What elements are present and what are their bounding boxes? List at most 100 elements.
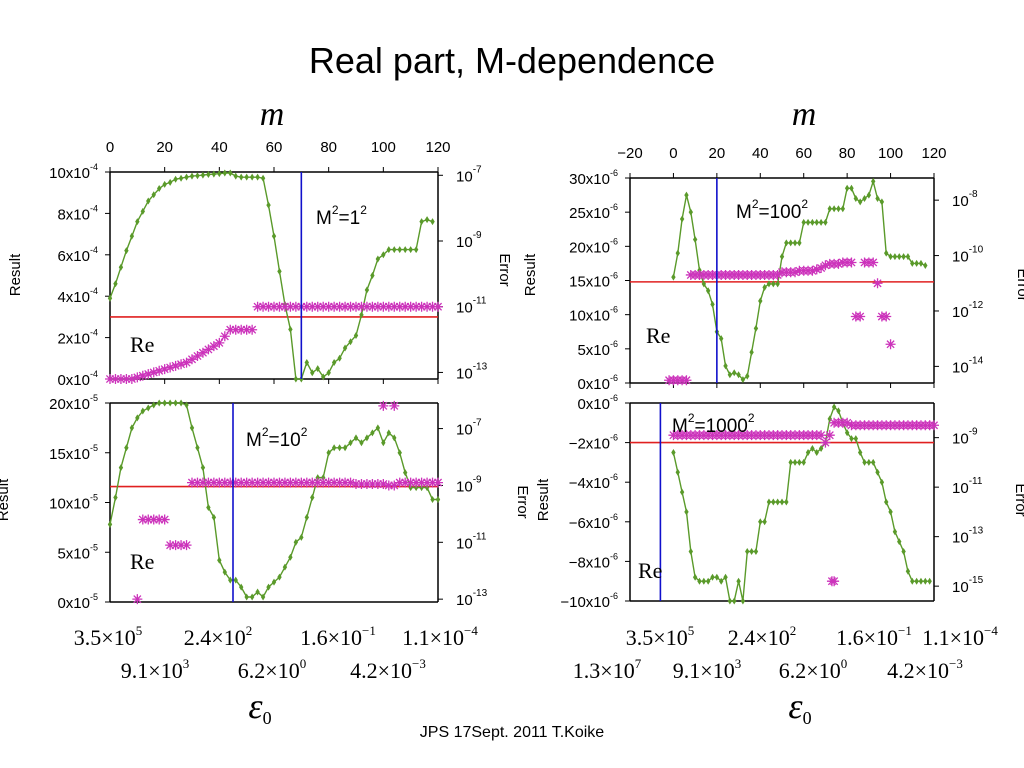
result-point: [692, 573, 698, 581]
error-point: [143, 514, 154, 525]
result-point: [784, 239, 789, 247]
error-point: [872, 278, 883, 289]
error-point: [383, 480, 394, 491]
result-point: [408, 246, 413, 254]
result-point: [697, 577, 702, 585]
result-point: [710, 300, 715, 308]
result-point: [801, 218, 806, 226]
error-point: [323, 301, 334, 312]
chart-panel-bl: Result Error M2=102 Re: [0, 399, 531, 605]
result-point: [688, 548, 693, 555]
result-point: [719, 577, 724, 585]
epsilon-value: 3.5×105: [626, 623, 694, 650]
result-point: [364, 286, 370, 294]
result-point: [124, 444, 129, 452]
y-tick-label: 5x10-6: [577, 339, 618, 359]
result-point: [801, 458, 806, 466]
error-point: [340, 301, 351, 312]
result-point: [200, 171, 206, 179]
error-point: [400, 477, 411, 488]
result-point: [897, 253, 902, 261]
result-point: [118, 263, 124, 271]
error-point: [816, 430, 827, 441]
error-point: [241, 324, 252, 335]
error-point: [351, 301, 361, 312]
result-point: [688, 208, 693, 216]
result-point: [719, 335, 724, 343]
result-point: [113, 494, 118, 502]
result-point: [107, 520, 113, 528]
y2-tick-label: 10-11: [456, 531, 487, 552]
x-tick-label: 60: [795, 145, 812, 162]
result-point: [918, 577, 924, 585]
y-tick-label: −10x10-6: [560, 591, 618, 611]
result-point: [892, 253, 898, 261]
result-point: [762, 518, 767, 526]
y2-tick-label: 10-13: [456, 588, 488, 609]
result-series-line: [109, 172, 433, 380]
result-point: [135, 218, 140, 226]
epsilon-axis-label: ε0: [788, 686, 811, 728]
error-point: [219, 331, 230, 342]
error-point: [372, 479, 383, 490]
error-point: [203, 477, 214, 488]
epsilon-value: 4.2×10−3: [887, 656, 963, 683]
result-point: [732, 597, 737, 605]
result-point: [862, 458, 867, 466]
error-point: [258, 477, 269, 488]
result-point: [732, 369, 737, 377]
error-point: [203, 344, 214, 355]
result-point: [162, 180, 167, 188]
error-point: [790, 267, 801, 278]
result-point: [282, 563, 288, 571]
y-tick-label: 4x10-4: [57, 286, 98, 306]
error-point: [329, 477, 340, 488]
error-point: [356, 301, 367, 312]
result-point: [745, 372, 750, 380]
result-point: [914, 259, 919, 267]
result-point: [888, 253, 893, 261]
y2-axis-label: Error: [1012, 483, 1024, 516]
result-point: [705, 287, 711, 295]
y-axis-label: Result: [522, 253, 539, 296]
chart-panel-tl: 0 20 40 60 80 100 120 m Result Error M2=12 Re ε0: [7, 96, 513, 728]
result-point: [381, 439, 386, 447]
result-point: [184, 401, 189, 409]
y-tick-label: 20x10-6: [569, 236, 618, 256]
y2-tick-label: 10-14: [952, 355, 984, 376]
result-point: [701, 280, 707, 288]
result-point: [671, 449, 676, 456]
error-point: [290, 477, 301, 488]
result-point: [359, 439, 364, 447]
chart-panel-tr: −20 0 20 40 60 80 100 120 m Result Error M2=1002 Re ε…: [522, 96, 1024, 728]
result-point: [853, 195, 859, 202]
error-point: [279, 477, 290, 488]
result-point: [679, 488, 685, 496]
error-point: [811, 264, 822, 275]
epsilon-axis-label: ε0: [248, 686, 271, 728]
result-point: [814, 449, 819, 456]
x-tick-label: 120: [921, 145, 946, 162]
result-point: [228, 169, 233, 177]
error-point: [367, 479, 378, 490]
result-point: [299, 533, 304, 541]
result-point: [173, 399, 178, 407]
result-point: [162, 399, 167, 407]
result-point: [239, 173, 244, 181]
error-point: [230, 324, 241, 335]
result-point: [419, 218, 424, 226]
error-point: [372, 301, 383, 312]
result-point: [727, 597, 733, 605]
result-point: [684, 191, 689, 199]
result-point: [714, 573, 720, 581]
error-point: [400, 301, 411, 312]
error-point: [192, 351, 203, 361]
error-point: [929, 420, 939, 431]
error-point: [285, 477, 296, 488]
error-point: [197, 477, 208, 488]
result-point: [675, 249, 680, 257]
y2-tick-label: 10-10: [952, 245, 984, 266]
re-label: Re: [646, 323, 670, 348]
epsilon-value: 2.4×102: [728, 623, 796, 650]
